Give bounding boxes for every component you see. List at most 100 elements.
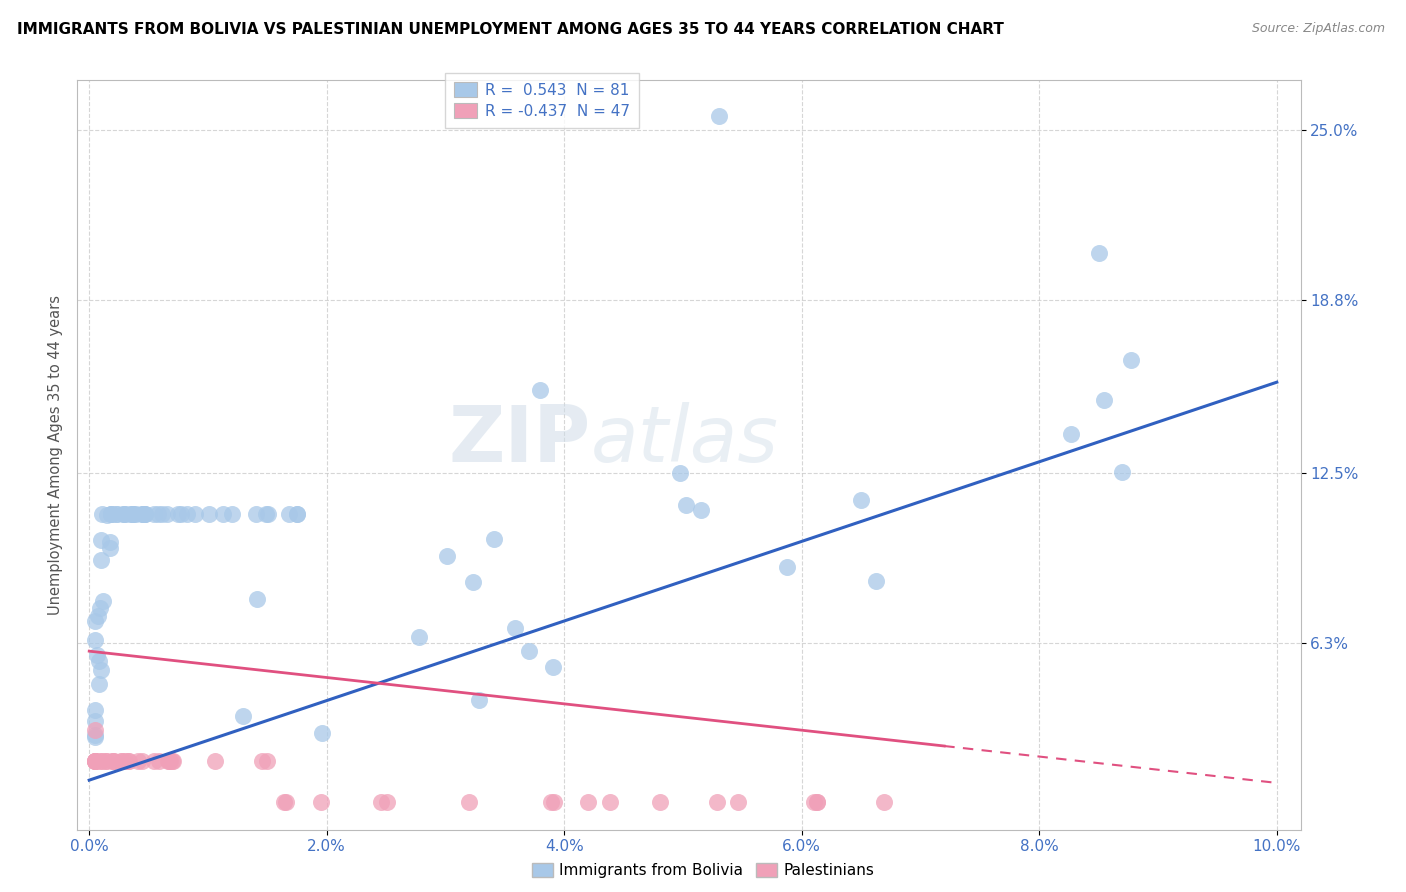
Point: [370, 795, 392, 809]
Point: [232, 709, 254, 723]
Point: [103, 754, 125, 768]
Point: [599, 795, 621, 809]
Point: [1092, 392, 1115, 407]
Point: [142, 507, 165, 521]
Point: [254, 507, 277, 521]
Point: [84, 754, 107, 768]
Point: [105, 507, 128, 521]
Point: [707, 109, 730, 123]
Point: [90, 533, 112, 548]
Point: [94, 754, 117, 768]
Point: [143, 754, 166, 768]
Point: [100, 754, 122, 768]
Point: [278, 507, 301, 521]
Point: [197, 507, 219, 521]
Point: [84, 714, 107, 728]
Point: [90, 663, 112, 677]
Point: [727, 795, 749, 809]
Point: [156, 754, 179, 768]
Point: [105, 507, 128, 521]
Point: [1121, 353, 1143, 368]
Point: [873, 795, 896, 809]
Point: [273, 795, 295, 809]
Point: [89, 601, 111, 615]
Point: [94, 754, 117, 768]
Point: [110, 754, 132, 768]
Point: [121, 507, 143, 521]
Point: [169, 507, 191, 521]
Point: [377, 795, 399, 809]
Point: [221, 507, 243, 521]
Point: [503, 621, 526, 635]
Point: [84, 754, 107, 768]
Point: [146, 507, 169, 521]
Point: [84, 754, 107, 768]
Point: [256, 754, 278, 768]
Point: [90, 754, 112, 768]
Text: ZIP: ZIP: [449, 402, 591, 478]
Point: [118, 507, 141, 521]
Point: [89, 676, 111, 690]
Point: [134, 507, 156, 521]
Point: [285, 507, 308, 521]
Point: [118, 754, 141, 768]
Point: [776, 559, 799, 574]
Point: [84, 754, 107, 768]
Point: [543, 660, 565, 674]
Point: [436, 549, 458, 563]
Point: [90, 553, 112, 567]
Point: [132, 507, 155, 521]
Point: [125, 507, 148, 521]
Point: [257, 507, 280, 521]
Point: [84, 754, 107, 768]
Point: [408, 630, 430, 644]
Point: [806, 795, 828, 809]
Text: atlas: atlas: [591, 402, 779, 478]
Point: [311, 726, 333, 740]
Point: [117, 754, 139, 768]
Point: [461, 574, 484, 589]
Point: [467, 693, 489, 707]
Point: [148, 754, 170, 768]
Point: [482, 532, 505, 546]
Point: [669, 467, 692, 481]
Point: [285, 507, 308, 521]
Point: [212, 507, 235, 521]
Point: [166, 507, 188, 521]
Point: [122, 507, 145, 521]
Point: [675, 498, 697, 512]
Point: [112, 507, 135, 521]
Point: [100, 507, 122, 521]
Point: [517, 644, 540, 658]
Point: [309, 795, 332, 809]
Point: [114, 754, 136, 768]
Point: [87, 608, 110, 623]
Point: [84, 703, 107, 717]
Point: [176, 507, 198, 521]
Point: [529, 384, 551, 398]
Point: [274, 795, 297, 809]
Point: [160, 754, 183, 768]
Point: [100, 507, 122, 521]
Point: [540, 795, 562, 809]
Text: IMMIGRANTS FROM BOLIVIA VS PALESTINIAN UNEMPLOYMENT AMONG AGES 35 TO 44 YEARS CO: IMMIGRANTS FROM BOLIVIA VS PALESTINIAN U…: [17, 22, 1004, 37]
Point: [865, 574, 887, 588]
Point: [849, 493, 872, 508]
Point: [648, 795, 671, 809]
Point: [1060, 426, 1083, 441]
Point: [184, 507, 207, 521]
Point: [803, 795, 825, 809]
Point: [157, 754, 180, 768]
Legend: R =  0.543  N = 81, R = -0.437  N = 47: R = 0.543 N = 81, R = -0.437 N = 47: [446, 73, 640, 128]
Point: [98, 541, 121, 555]
Point: [93, 593, 115, 607]
Point: [159, 754, 181, 768]
Point: [84, 730, 107, 744]
Point: [89, 754, 111, 768]
Point: [84, 633, 107, 648]
Point: [86, 648, 108, 662]
Point: [458, 795, 481, 809]
Point: [156, 507, 179, 521]
Point: [246, 592, 269, 607]
Point: [162, 754, 184, 768]
